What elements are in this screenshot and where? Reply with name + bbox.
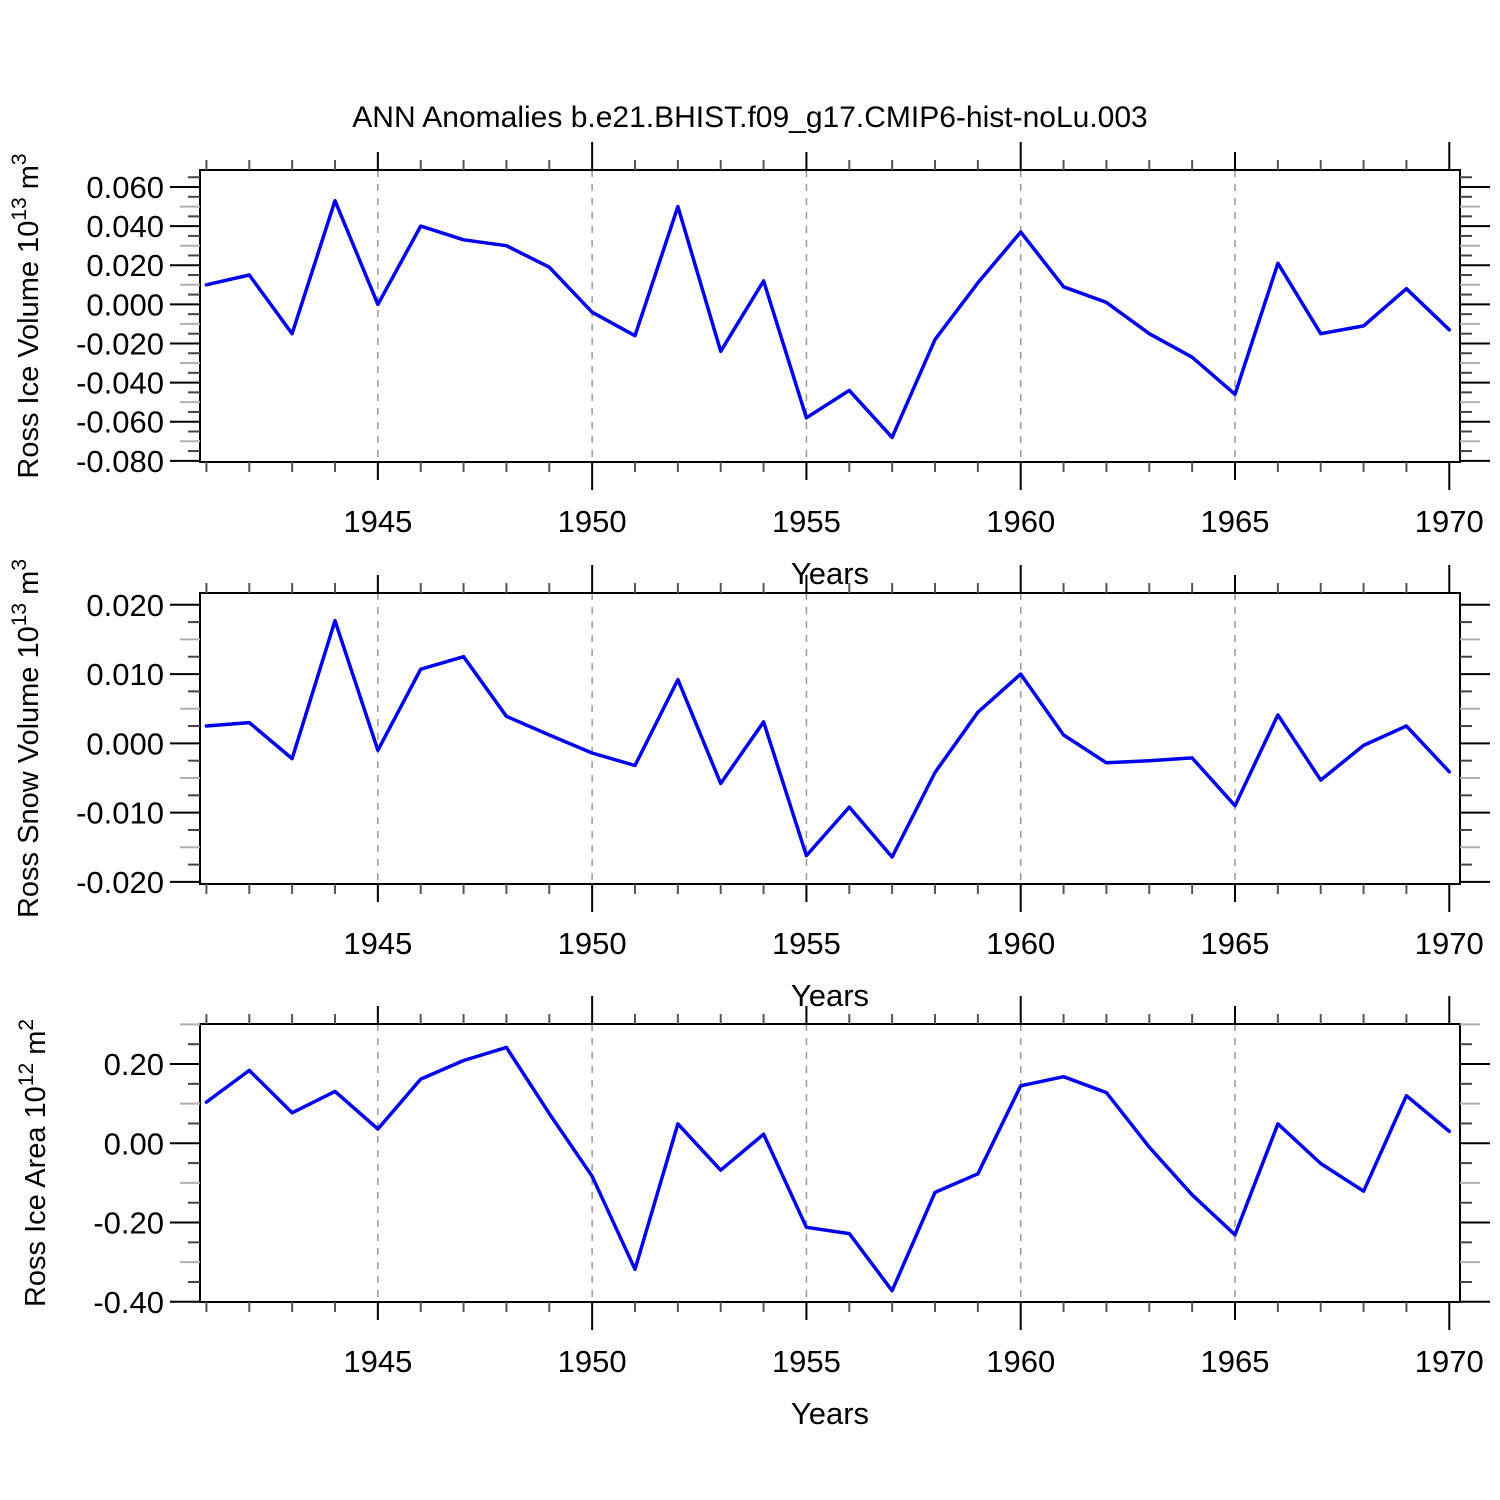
y-tick-label: 0.00 [104, 1126, 164, 1161]
y-tick-label: -0.010 [76, 796, 164, 831]
y-tick-label: -0.080 [76, 444, 164, 479]
y-axis-title: Ross Snow Volume 1013 m3 [8, 559, 45, 918]
y-tick-label: -0.040 [76, 366, 164, 401]
y-axis-title: Ross Ice Area 1012 m2 [15, 1019, 52, 1307]
x-tick-label: 1970 [1415, 504, 1484, 539]
x-tick-label: 1970 [1415, 926, 1484, 961]
x-tick-label: 1955 [772, 1344, 841, 1379]
x-tick-label: 1965 [1201, 926, 1270, 961]
y-axis-title: Ross Ice Volume 1013 m3 [8, 153, 45, 478]
x-tick-label: 1960 [986, 504, 1055, 539]
x-tick-label: 1950 [558, 1344, 627, 1379]
ross-ice-volume-frame [199, 169, 1461, 463]
ross-snow-volume-frame [199, 592, 1461, 885]
x-tick-label: 1965 [1201, 504, 1270, 539]
x-tick-label: 1950 [558, 504, 627, 539]
y-tick-label: -0.060 [76, 405, 164, 440]
y-tick-label: -0.020 [76, 865, 164, 900]
y-tick-label: 0.020 [86, 248, 164, 283]
x-tick-label: 1955 [772, 926, 841, 961]
y-tick-label: 0.010 [86, 657, 164, 692]
panel-ross-ice-area: 0.20 0.00 -0.20 -0.40 1945 1950 1955 1960 1965 19… [15, 996, 1490, 1431]
x-tick-label: 1945 [343, 504, 412, 539]
panel-ross-snow-volume: 0.020 0.010 0.000 -0.010 -0.020 1945 1950 1955 1… [8, 559, 1490, 1013]
x-axis-title: Years [791, 556, 869, 591]
y-tick-label: -0.020 [76, 326, 164, 361]
y-tick-label: 0.000 [86, 287, 164, 322]
y-tick-label: 0.020 [86, 588, 164, 623]
x-tick-label: 1965 [1201, 1344, 1270, 1379]
x-axis-title: Years [791, 1396, 869, 1431]
y-tick-label: -0.20 [93, 1206, 164, 1241]
y-tick-label: 0.040 [86, 209, 164, 244]
x-tick-label: 1945 [343, 1344, 412, 1379]
x-axis-title: Years [791, 978, 869, 1013]
x-tick-label: 1960 [986, 926, 1055, 961]
x-tick-label: 1955 [772, 504, 841, 539]
y-tick-label: 0.20 [104, 1047, 164, 1082]
y-tick-label: -0.40 [93, 1285, 164, 1320]
y-tick-label: 0.000 [86, 726, 164, 761]
x-tick-label: 1950 [558, 926, 627, 961]
panel-ross-ice-volume: 0.060 0.040 0.020 0.000 -0.020 -0.040 -0.060 -0… [8, 142, 1490, 591]
ross-ice-area-frame [199, 1023, 1461, 1303]
ross-snow-volume-line [204, 618, 1452, 859]
ross-ice-area-line [204, 1045, 1452, 1293]
ross-ice-volume-line [204, 198, 1452, 440]
x-tick-label: 1945 [343, 926, 412, 961]
x-tick-label: 1970 [1415, 1344, 1484, 1379]
x-tick-label: 1960 [986, 1344, 1055, 1379]
chart-title: ANN Anomalies b.e21.BHIST.f09_g17.CMIP6-… [352, 101, 1148, 134]
y-tick-label: 0.060 [86, 170, 164, 205]
